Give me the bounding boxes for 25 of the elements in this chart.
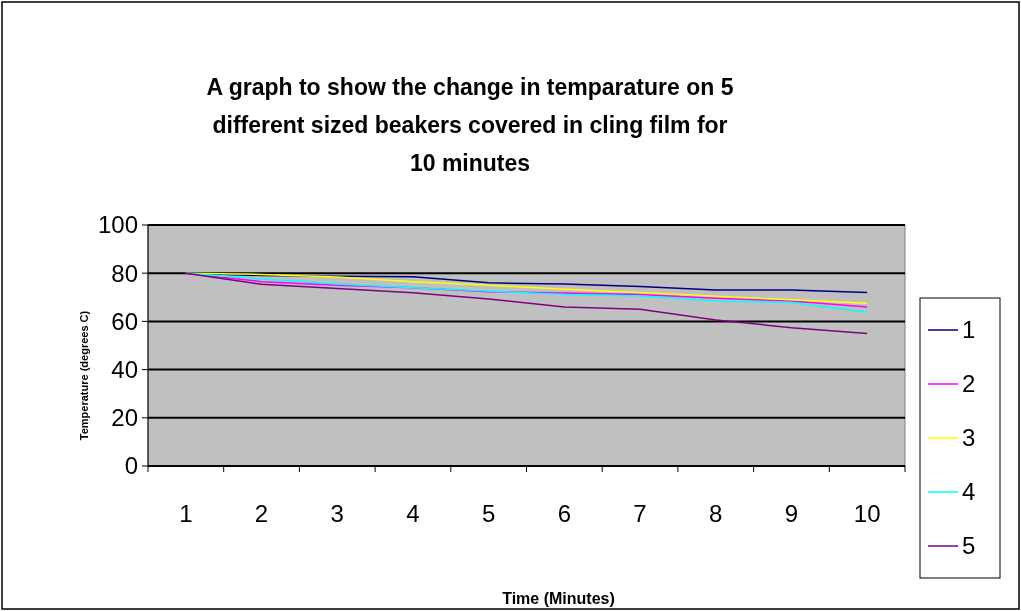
x-tick-label: 9 [784, 500, 799, 527]
y-tick-label: 0 [124, 452, 138, 480]
x-tick-label: 1 [179, 500, 193, 527]
x-tick-label: 7 [633, 500, 647, 527]
x-tick-label: 4 [406, 500, 420, 527]
x-tick-label: 8 [709, 500, 723, 527]
legend-label: 3 [962, 424, 976, 452]
x-axis-title: Time (Minutes) [502, 590, 615, 607]
y-tick-label: 100 [97, 211, 138, 239]
line-series [185, 272, 868, 335]
x-tick-label: 6 [557, 500, 572, 527]
y-axis-title: Temperature (degrees C) [78, 310, 90, 441]
y-tick-label: 40 [111, 356, 138, 383]
x-tick-label: 5 [481, 500, 496, 527]
y-tick-label: 80 [111, 259, 138, 287]
y-tick-label: 60 [111, 307, 138, 335]
x-tick-label: 3 [330, 500, 344, 527]
x-tick-label: 10 [853, 500, 881, 527]
x-tick-label: 2 [254, 500, 269, 527]
legend-label: 2 [962, 370, 976, 398]
legend-label: 5 [962, 532, 976, 560]
y-tick-label: 20 [111, 404, 138, 432]
legend-label: 4 [962, 478, 976, 506]
legend-label: 1 [962, 316, 976, 344]
chart-title: A graph to show the change in temparature on 5 different sized beakers covered in cling film for 10 minutes [206, 74, 734, 176]
